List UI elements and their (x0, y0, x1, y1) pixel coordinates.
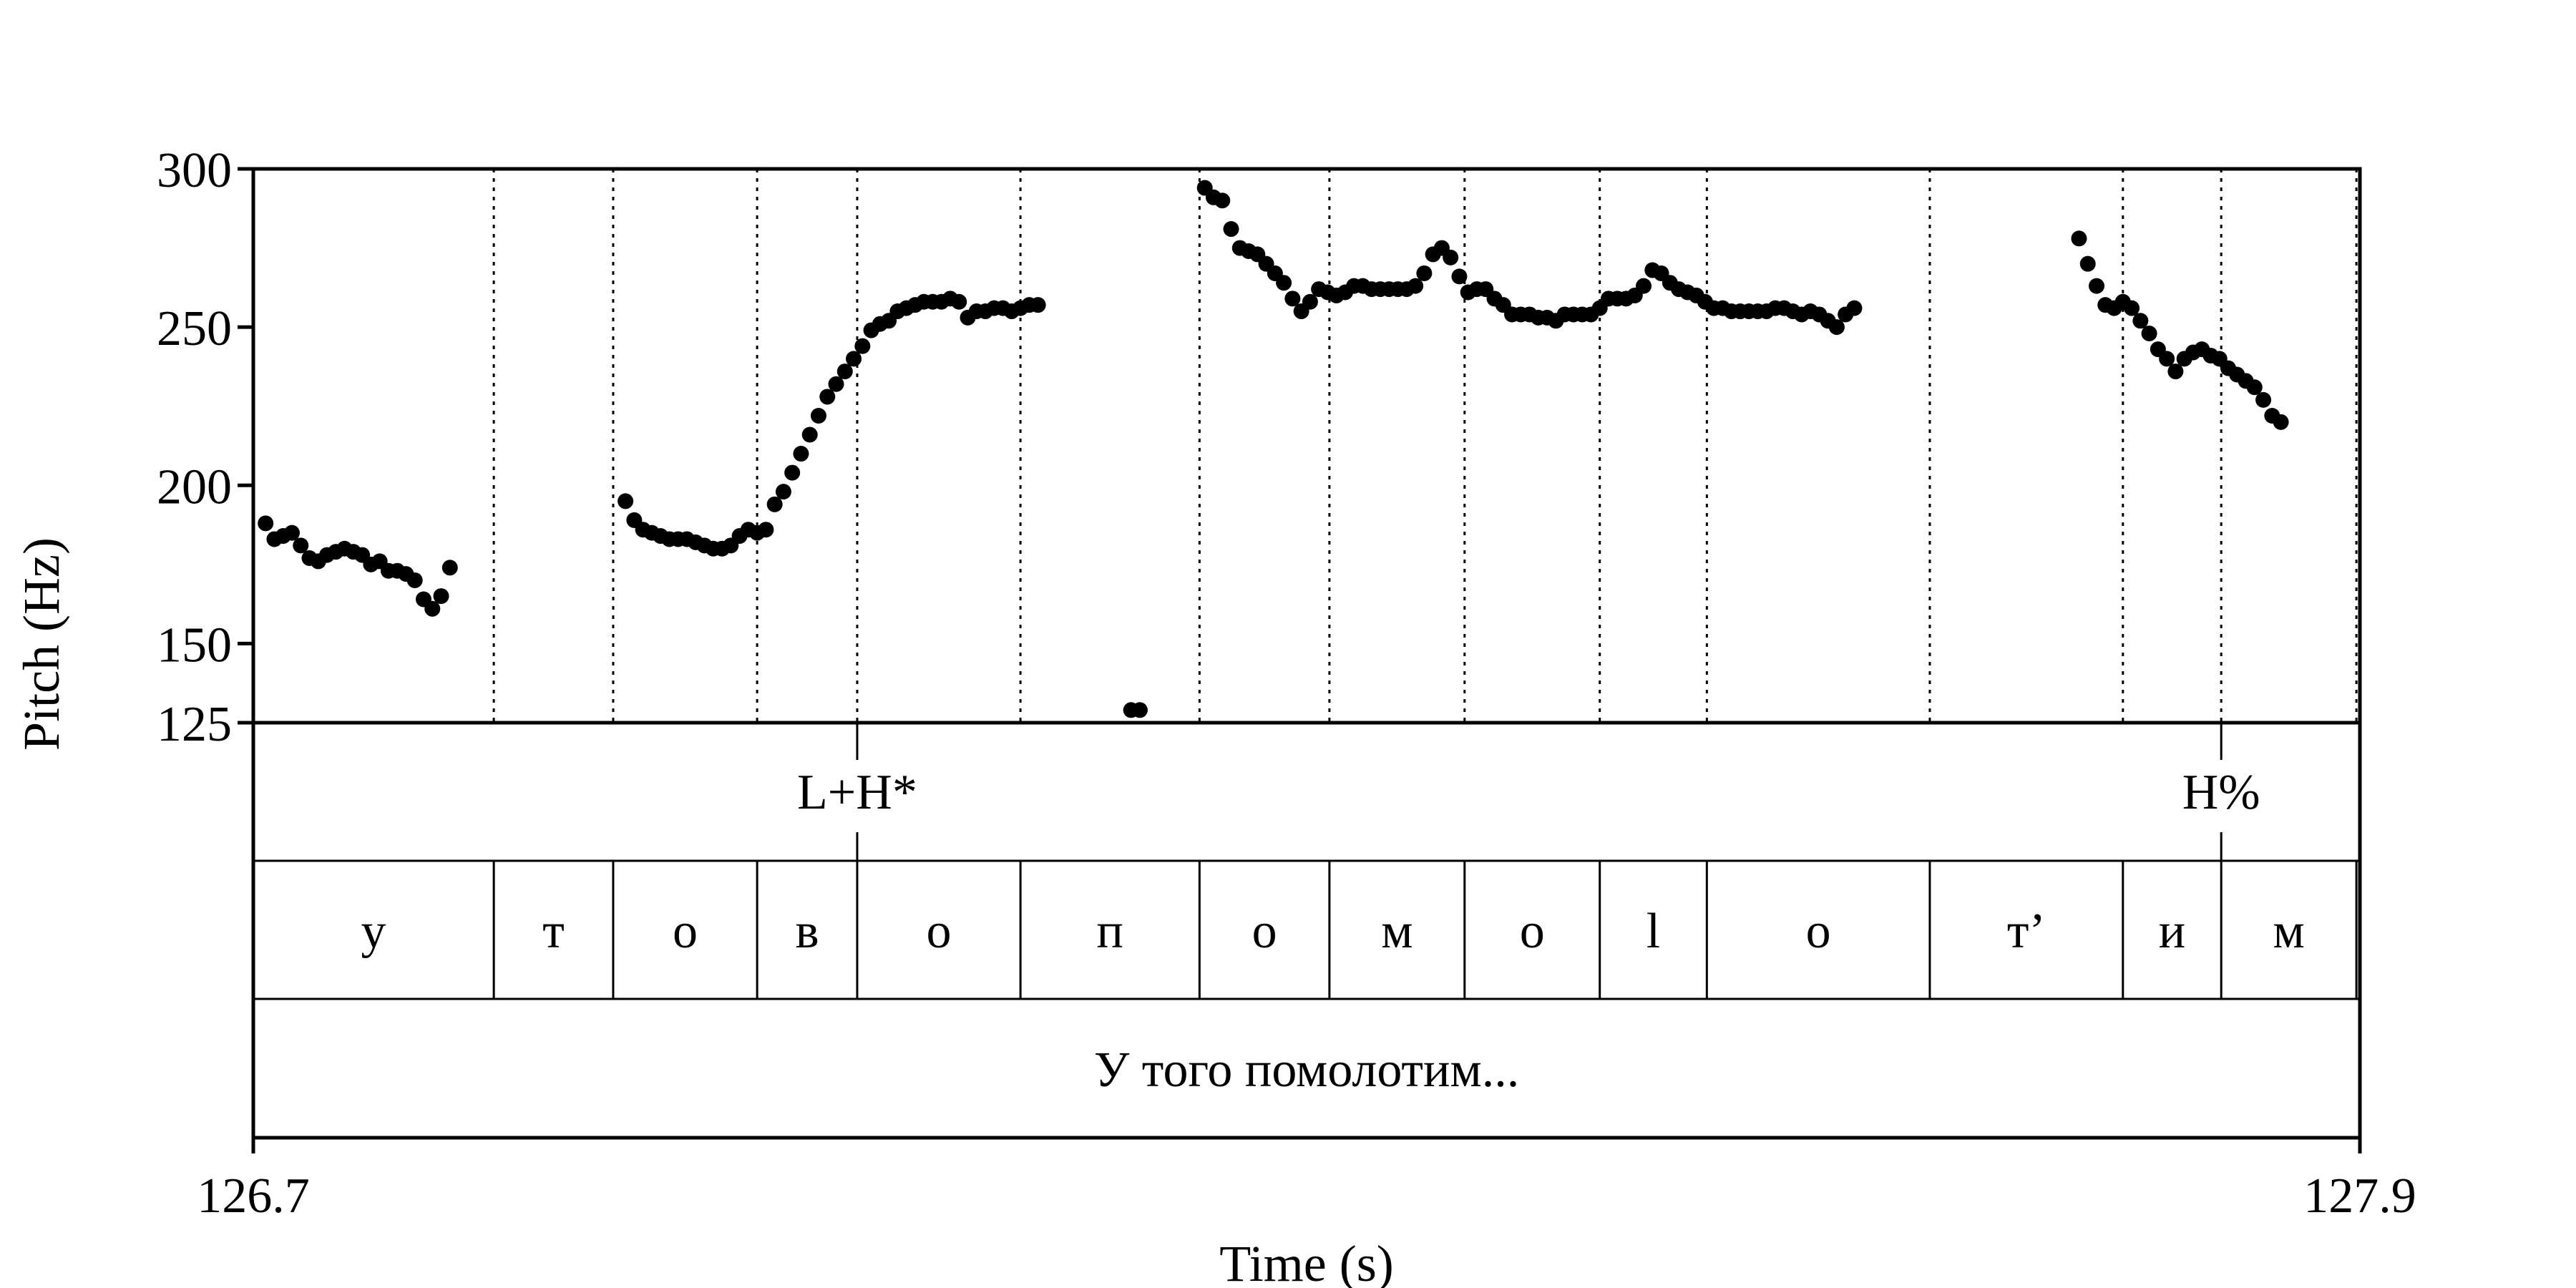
segment-boundaries (492, 169, 2358, 723)
pitch-point (766, 496, 783, 512)
pitch-point (2246, 379, 2263, 396)
pitch-panel: 125 150 200 250 300 Pitch (Hz) (13, 143, 2362, 752)
pitch-point (2167, 364, 2184, 380)
pitch-point (836, 364, 853, 380)
pitch-point (2141, 325, 2157, 341)
pitch-point (2159, 351, 2175, 367)
segment-cells: у т о в о п о м о l о т’ и м (361, 861, 2358, 999)
segment-label: в (795, 904, 819, 959)
segment-label: о (1252, 904, 1277, 959)
y-tick-label-250: 250 (157, 301, 232, 356)
pitch-point (1030, 297, 1046, 313)
pitch-point (2255, 391, 2272, 408)
x-axis: 126.7 127.9 Time (s) (197, 1138, 2416, 1288)
segment-label: о (673, 904, 698, 959)
pitch-point (1828, 319, 1845, 336)
segment-label: о (1806, 904, 1831, 959)
pitch-point (793, 446, 809, 462)
pitch-point (846, 351, 862, 367)
segment-label: м (1381, 904, 1413, 959)
pitch-point (2124, 300, 2140, 316)
pitch-point (801, 426, 818, 443)
pitch-point (441, 560, 458, 576)
pitch-point (775, 484, 791, 500)
pitch-point (433, 588, 449, 605)
segment-label: l (1646, 904, 1660, 959)
segment-label: т’ (2007, 904, 2046, 959)
pitch-point (1636, 278, 1652, 294)
y-axis-title: Pitch (Hz) (13, 537, 70, 751)
tone-label: L+H* (797, 765, 917, 820)
pitch-point (1302, 293, 1318, 310)
y-tick-label-150: 150 (157, 618, 232, 673)
y-tick-label-125: 125 (157, 697, 232, 752)
y-tick-label-200: 200 (157, 459, 232, 514)
pitch-point (2079, 255, 2096, 272)
segment-label: т (542, 904, 565, 959)
pitch-point (2132, 313, 2149, 329)
pitch-point (784, 464, 801, 481)
pitch-point (2273, 414, 2289, 430)
pitch-point (406, 572, 423, 588)
pitch-point (424, 600, 441, 617)
textgrid-frame (251, 721, 2362, 1140)
pitch-point (2089, 278, 2104, 294)
pitch-point (1223, 221, 1239, 238)
tone-labels: L+H* H% (797, 723, 2260, 861)
pitch-point (1214, 192, 1231, 209)
segment-label: и (2159, 904, 2185, 959)
pitch-point (1416, 265, 1433, 281)
pitch-point (1846, 300, 1863, 316)
segments-tier: у т о в о п о м о l о т’ и м (252, 859, 2361, 1000)
pitch-point (2071, 230, 2087, 247)
pitch-point (618, 493, 634, 509)
pitch-point (258, 515, 274, 532)
segment-label: о (927, 904, 952, 959)
pitch-point (283, 525, 300, 541)
pitch-point (828, 376, 844, 392)
tone-label: H% (2182, 765, 2260, 820)
sentence-label: У того помолотим... (1094, 1043, 1520, 1098)
pitch-points (258, 180, 2289, 718)
x-tick-label-start: 126.7 (197, 1169, 310, 1224)
y-tick-label-300: 300 (157, 143, 232, 198)
tones-tier: L+H* H% (252, 721, 2361, 862)
x-axis-title: Time (s) (1219, 1235, 1393, 1288)
segment-label: у (361, 904, 386, 959)
pitch-point (1284, 291, 1301, 307)
pitch-point (854, 338, 871, 354)
pitch-point (758, 522, 774, 538)
pitch-point (1131, 702, 1148, 718)
pitch-point (819, 389, 836, 405)
segment-label: п (1096, 904, 1123, 959)
x-tick-label-end: 127.9 (2303, 1169, 2416, 1224)
pitch-point (951, 293, 967, 310)
segment-label: о (1520, 904, 1545, 959)
pitch-point (1443, 249, 1459, 265)
pitch-point (810, 407, 826, 424)
sentence-tier: У того помолотим... (252, 997, 2361, 1139)
pitch-point (1407, 278, 1424, 294)
pitch-point (1451, 268, 1468, 285)
pitch-point (1276, 275, 1292, 291)
pitch-frame (251, 167, 2362, 725)
segment-label: м (2273, 904, 2304, 959)
pitch-point (293, 537, 309, 554)
tones-tier-frame (252, 721, 2361, 862)
y-axis-ticks: 125 150 200 250 300 (157, 143, 253, 752)
